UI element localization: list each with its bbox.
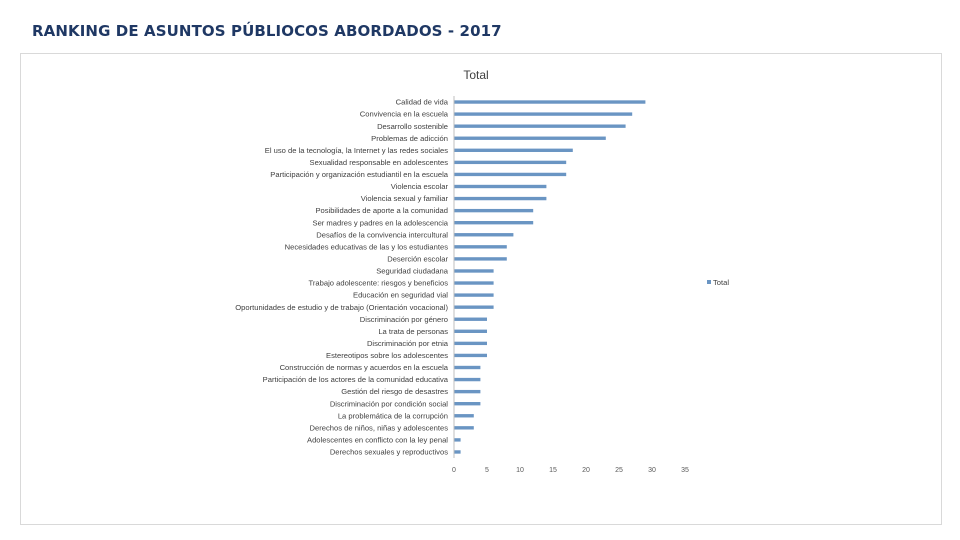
category-labels: Calidad de vida Convivencia en la escuela…	[235, 98, 449, 457]
bar[interactable]	[454, 414, 474, 418]
category-label: Violencia escolar	[391, 182, 449, 191]
chart-title: Total	[463, 68, 488, 82]
category-label: Sexualidad responsable en adolescentes	[310, 158, 449, 167]
slide-title: RANKING DE ASUNTOS PÚBLIOCOS ABORDADOS -…	[32, 22, 502, 40]
bar[interactable]	[454, 281, 494, 285]
category-label: Derechos sexuales y reproductivos	[330, 448, 448, 457]
category-label: Trabajo adolescente: riesgos y beneficio…	[309, 279, 449, 288]
x-tick-label: 35	[681, 467, 689, 474]
category-label: Gestión del riesgo de desastres	[341, 387, 448, 396]
category-label: Educación en seguridad vial	[353, 291, 448, 300]
category-label: Discriminación por condición social	[330, 399, 448, 408]
bar[interactable]	[454, 365, 481, 370]
category-label: El uso de la tecnología, la Internet y l…	[265, 146, 448, 155]
category-label: La trata de personas	[378, 327, 448, 336]
category-label: Desafíos de la convivencia intercultural	[316, 230, 448, 239]
category-label: La problemática de la corrupción	[338, 411, 448, 420]
legend-swatch	[707, 280, 711, 284]
bar[interactable]	[454, 426, 474, 430]
bar[interactable]	[454, 389, 481, 394]
bar[interactable]	[454, 377, 481, 382]
bar[interactable]	[454, 196, 547, 201]
category-label: Ser madres y padres en la adolescencia	[313, 218, 449, 227]
x-tick-label: 0	[452, 467, 456, 474]
category-label: Estereotipos sobre los adolescentes	[326, 351, 448, 360]
bar[interactable]	[454, 245, 507, 249]
x-tick-label: 25	[615, 467, 623, 474]
bars-group	[454, 100, 646, 454]
bar-chart: Total Calidad de vida Convivencia en la e…	[235, 68, 729, 474]
category-label: Participación de los actores de la comun…	[263, 375, 449, 384]
bar[interactable]	[454, 221, 534, 225]
category-label: Derechos de niños, niñas y adolescentes	[310, 423, 449, 432]
x-tick-label: 15	[549, 467, 557, 474]
bar[interactable]	[454, 112, 633, 116]
legend-label: Total	[713, 278, 729, 287]
category-label: Violencia sexual y familiar	[361, 194, 449, 203]
bar[interactable]	[454, 184, 547, 189]
category-label: Construcción de normas y acuerdos en la …	[280, 363, 449, 372]
chart-area: Total Calidad de vida Convivencia en la e…	[20, 53, 942, 525]
bar[interactable]	[454, 257, 507, 261]
bar[interactable]	[454, 305, 494, 309]
bar[interactable]	[454, 124, 626, 128]
bar[interactable]	[454, 438, 461, 442]
category-label: Deserción escolar	[387, 255, 448, 264]
bar[interactable]	[454, 100, 646, 104]
bar[interactable]	[454, 160, 567, 165]
x-tick-label: 20	[582, 467, 590, 474]
category-label: Posibilidades de aporte a la comunidad	[315, 206, 448, 215]
x-axis: 0 5 10 15 20 25 30 35	[452, 96, 689, 474]
category-label: Necesidades educativas de las y los estu…	[285, 242, 449, 251]
bar[interactable]	[454, 353, 487, 358]
bar[interactable]	[454, 148, 573, 152]
category-label: Convivencia en la escuela	[360, 110, 449, 119]
bar[interactable]	[454, 233, 514, 237]
category-label: Oportunidades de estudio y de trabajo (O…	[235, 303, 448, 312]
x-tick-label: 30	[648, 467, 656, 474]
bar[interactable]	[454, 172, 567, 177]
category-label: Problemas de adicción	[371, 134, 448, 143]
category-label: Calidad de vida	[396, 98, 449, 107]
bar[interactable]	[454, 341, 487, 346]
bar[interactable]	[454, 329, 487, 333]
bar[interactable]	[454, 450, 461, 454]
category-label: Discriminación por etnia	[367, 339, 449, 348]
bar[interactable]	[454, 269, 494, 273]
bar[interactable]	[454, 293, 494, 297]
category-label: Participación y organización estudiantil…	[270, 170, 448, 179]
bar[interactable]	[454, 136, 606, 140]
category-label: Desarrollo sostenible	[377, 122, 448, 131]
category-label: Adolescentes en conflicto con la ley pen…	[307, 436, 448, 445]
category-label: Discriminación por género	[360, 315, 448, 324]
bar[interactable]	[454, 402, 481, 406]
bar[interactable]	[454, 317, 487, 321]
category-label: Seguridad ciudadana	[376, 267, 449, 276]
x-tick-label: 10	[516, 467, 524, 474]
bar[interactable]	[454, 208, 534, 213]
x-tick-label: 5	[485, 467, 489, 474]
legend[interactable]: Total	[707, 278, 729, 287]
